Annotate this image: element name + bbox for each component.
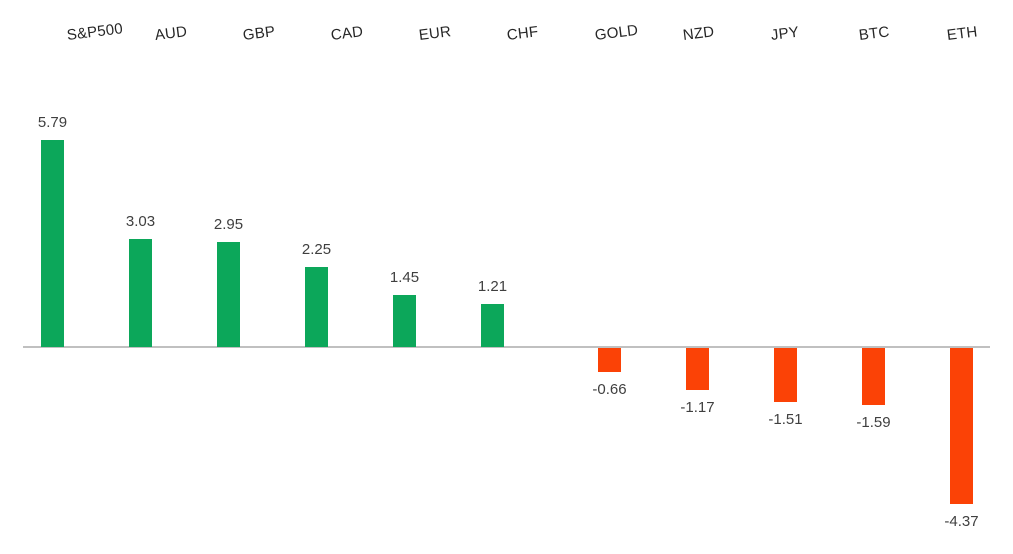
bar-gold [598,348,621,372]
value-label-s-p500: 5.79 [37,114,68,131]
bar-chf [481,304,504,347]
bar-s-p500 [41,140,64,347]
bar-eur [393,295,416,347]
x-axis-line [23,346,990,348]
category-label-eth: ETH [945,23,979,44]
category-label-s-p500: S&P500 [65,20,124,44]
value-label-eur: 1.45 [389,269,420,286]
category-label-aud: AUD [153,23,189,44]
category-label-jpy: JPY [769,23,800,44]
value-label-btc: -1.59 [856,414,891,431]
value-label-gold: -0.66 [592,381,627,398]
bar-eth [950,348,973,504]
bar-gbp [217,242,240,347]
category-label-nzd: NZD [681,23,716,44]
category-label-btc: BTC [857,23,891,44]
bar-aud [129,239,152,347]
bar-btc [862,348,885,405]
value-label-cad: 2.25 [301,241,332,258]
value-label-aud: 3.03 [125,213,156,230]
value-label-eth: -4.37 [944,513,979,530]
value-label-nzd: -1.17 [680,399,715,416]
value-label-chf: 1.21 [477,278,508,295]
category-label-gbp: GBP [241,23,277,44]
bar-nzd [686,348,709,390]
category-label-cad: CAD [329,23,365,44]
category-label-eur: EUR [417,23,453,44]
value-label-jpy: -1.51 [768,411,803,428]
bar-jpy [774,348,797,402]
category-label-gold: GOLD [593,21,640,44]
bar-cad [305,267,328,347]
value-label-gbp: 2.95 [213,216,244,233]
category-label-chf: CHF [505,23,540,44]
